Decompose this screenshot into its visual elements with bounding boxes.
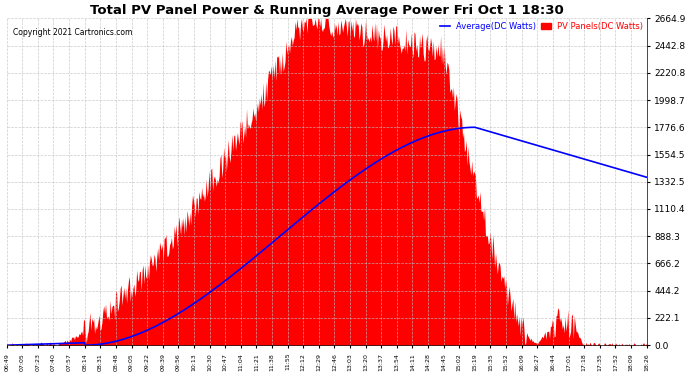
Text: Copyright 2021 Cartronics.com: Copyright 2021 Cartronics.com bbox=[13, 28, 132, 37]
Title: Total PV Panel Power & Running Average Power Fri Oct 1 18:30: Total PV Panel Power & Running Average P… bbox=[90, 4, 564, 17]
Legend: Average(DC Watts), PV Panels(DC Watts): Average(DC Watts), PV Panels(DC Watts) bbox=[436, 18, 647, 34]
